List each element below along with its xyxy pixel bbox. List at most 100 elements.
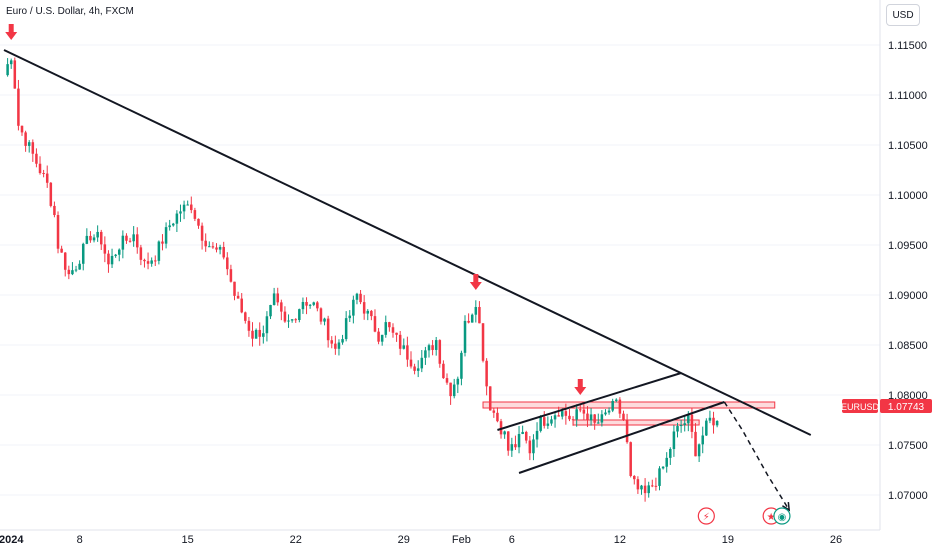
candle-body — [438, 340, 442, 364]
candle-body — [49, 182, 53, 206]
candle-body — [247, 320, 251, 331]
candle-body — [146, 261, 150, 264]
candle-body — [431, 345, 434, 350]
candle-body — [9, 60, 13, 65]
candle-body — [236, 295, 240, 299]
candle-body — [89, 235, 92, 241]
candle-body — [316, 302, 319, 309]
candle-body — [406, 345, 409, 360]
x-tick-label: 26 — [830, 534, 842, 546]
x-tick-label: 8 — [77, 534, 83, 546]
candle-body — [575, 409, 578, 420]
candle-body — [334, 343, 337, 349]
channel-arrow — [574, 379, 587, 395]
candle-body — [460, 352, 463, 379]
svg-text:◉: ◉ — [778, 512, 787, 523]
candle-body — [424, 350, 427, 358]
candle-body — [254, 329, 258, 339]
candle-body — [67, 269, 71, 275]
grid — [0, 44, 880, 496]
y-tick-label: 1.10500 — [888, 140, 928, 152]
time-axis[interactable]: 2024 8 15 22 29 Feb 6 12 19 26 — [0, 534, 842, 546]
candle-body — [542, 417, 546, 426]
candle-body — [625, 420, 629, 443]
candle-body — [114, 254, 117, 256]
candle-body — [427, 345, 431, 351]
candle-body — [71, 270, 74, 275]
candle-body — [672, 431, 676, 450]
x-tick-label: 12 — [614, 534, 626, 546]
candle-body — [305, 301, 308, 306]
candle-body — [179, 211, 182, 214]
candle-body — [615, 399, 618, 401]
candle-body — [478, 306, 481, 324]
price-tag-symbol: EURUSD — [841, 402, 880, 412]
channel-lower[interactable] — [518, 401, 725, 474]
candle-body — [31, 142, 35, 154]
candle-body — [712, 417, 715, 426]
top-arrow — [5, 24, 18, 40]
candle-body — [445, 378, 449, 383]
resistance-zone[interactable] — [482, 401, 776, 409]
candle-body — [190, 204, 193, 211]
candle-body — [665, 457, 668, 467]
candle-body — [186, 204, 189, 206]
x-tick-label: 19 — [722, 534, 734, 546]
candle-body — [420, 357, 424, 369]
candle-body — [276, 293, 279, 303]
candle-body — [517, 433, 521, 448]
candle-body — [344, 318, 348, 340]
candle-body — [92, 237, 96, 241]
candle-body — [553, 415, 557, 420]
candle-body — [359, 293, 362, 303]
x-tick-label: 15 — [182, 534, 194, 546]
resistance-zone-inner[interactable] — [572, 419, 700, 426]
candle-body — [208, 246, 211, 248]
candle-body — [136, 234, 139, 248]
candles-layer — [6, 57, 719, 502]
candle-body — [568, 415, 571, 420]
price-tag-value-bg — [880, 399, 932, 413]
projection-arrowhead — [782, 501, 791, 512]
candle-body — [654, 485, 658, 487]
candle-body — [586, 413, 589, 421]
price-tag-symbol-bg — [842, 399, 878, 413]
lightning-icon[interactable]: ⚡ — [697, 507, 715, 525]
channel-upper[interactable] — [497, 372, 682, 431]
candle-body — [539, 417, 542, 431]
candle-body — [701, 435, 704, 445]
candle-body — [168, 225, 171, 228]
candle-body — [251, 330, 254, 339]
svg-text:★: ★ — [767, 512, 776, 523]
candle-body — [60, 248, 63, 253]
currency-button[interactable]: USD — [886, 4, 920, 26]
y-tick-label: 1.07000 — [888, 490, 928, 502]
candle-body — [492, 410, 496, 413]
candle-body — [434, 340, 438, 350]
projection-path[interactable] — [723, 401, 790, 511]
y-tick-label: 1.11500 — [888, 40, 927, 52]
y-tick-label: 1.07500 — [888, 440, 928, 452]
candle-body — [391, 327, 395, 333]
candle-body — [377, 331, 380, 342]
y-tick-label: 1.10000 — [888, 190, 928, 202]
candle-body — [690, 414, 694, 432]
candle-body — [352, 299, 355, 316]
candle-body — [582, 409, 586, 414]
candle-body — [402, 345, 406, 349]
candle-body — [506, 431, 510, 451]
globe-icon[interactable]: ◉ — [773, 507, 791, 525]
candle-body — [215, 247, 218, 250]
candle-body — [233, 281, 236, 296]
y-tick-label: 1.11000 — [888, 90, 927, 102]
main-trendline[interactable] — [3, 49, 812, 436]
candle-body — [85, 235, 89, 244]
price-axis[interactable]: 1.11500 1.11000 1.10500 1.10000 1.09500 1.090… — [888, 40, 928, 502]
x-tick-label: 6 — [509, 534, 515, 546]
candle-body — [687, 414, 690, 424]
candle-body — [128, 240, 132, 242]
candle-body — [640, 485, 643, 490]
candle-body — [463, 320, 467, 353]
